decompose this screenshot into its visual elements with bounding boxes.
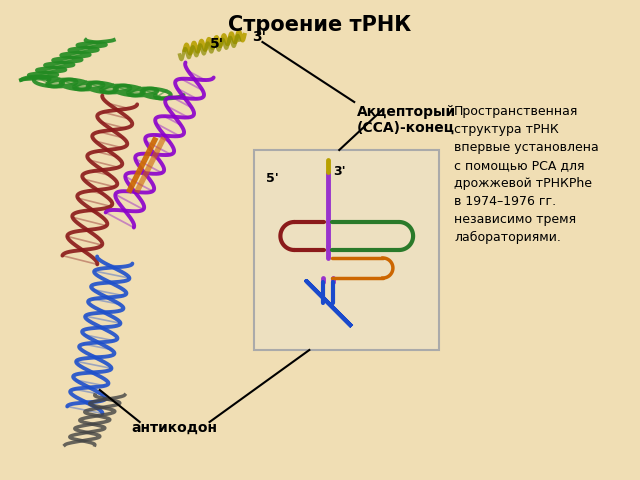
Text: 5': 5' bbox=[266, 172, 279, 185]
Bar bbox=[255, 150, 439, 350]
Text: Строение тРНК: Строение тРНК bbox=[228, 15, 411, 35]
Text: 3': 3' bbox=[333, 165, 346, 178]
Text: Акцепторый
(ССА)-конец: Акцепторый (ССА)-конец bbox=[357, 105, 456, 135]
Text: 3': 3' bbox=[252, 30, 266, 44]
Text: Пространственная
структура тРНК
впервые установлена
с помощью РСА для
дрожжевой : Пространственная структура тРНК впервые … bbox=[454, 105, 599, 244]
Text: антикодон: антикодон bbox=[132, 421, 218, 435]
Text: 5': 5' bbox=[209, 37, 223, 51]
